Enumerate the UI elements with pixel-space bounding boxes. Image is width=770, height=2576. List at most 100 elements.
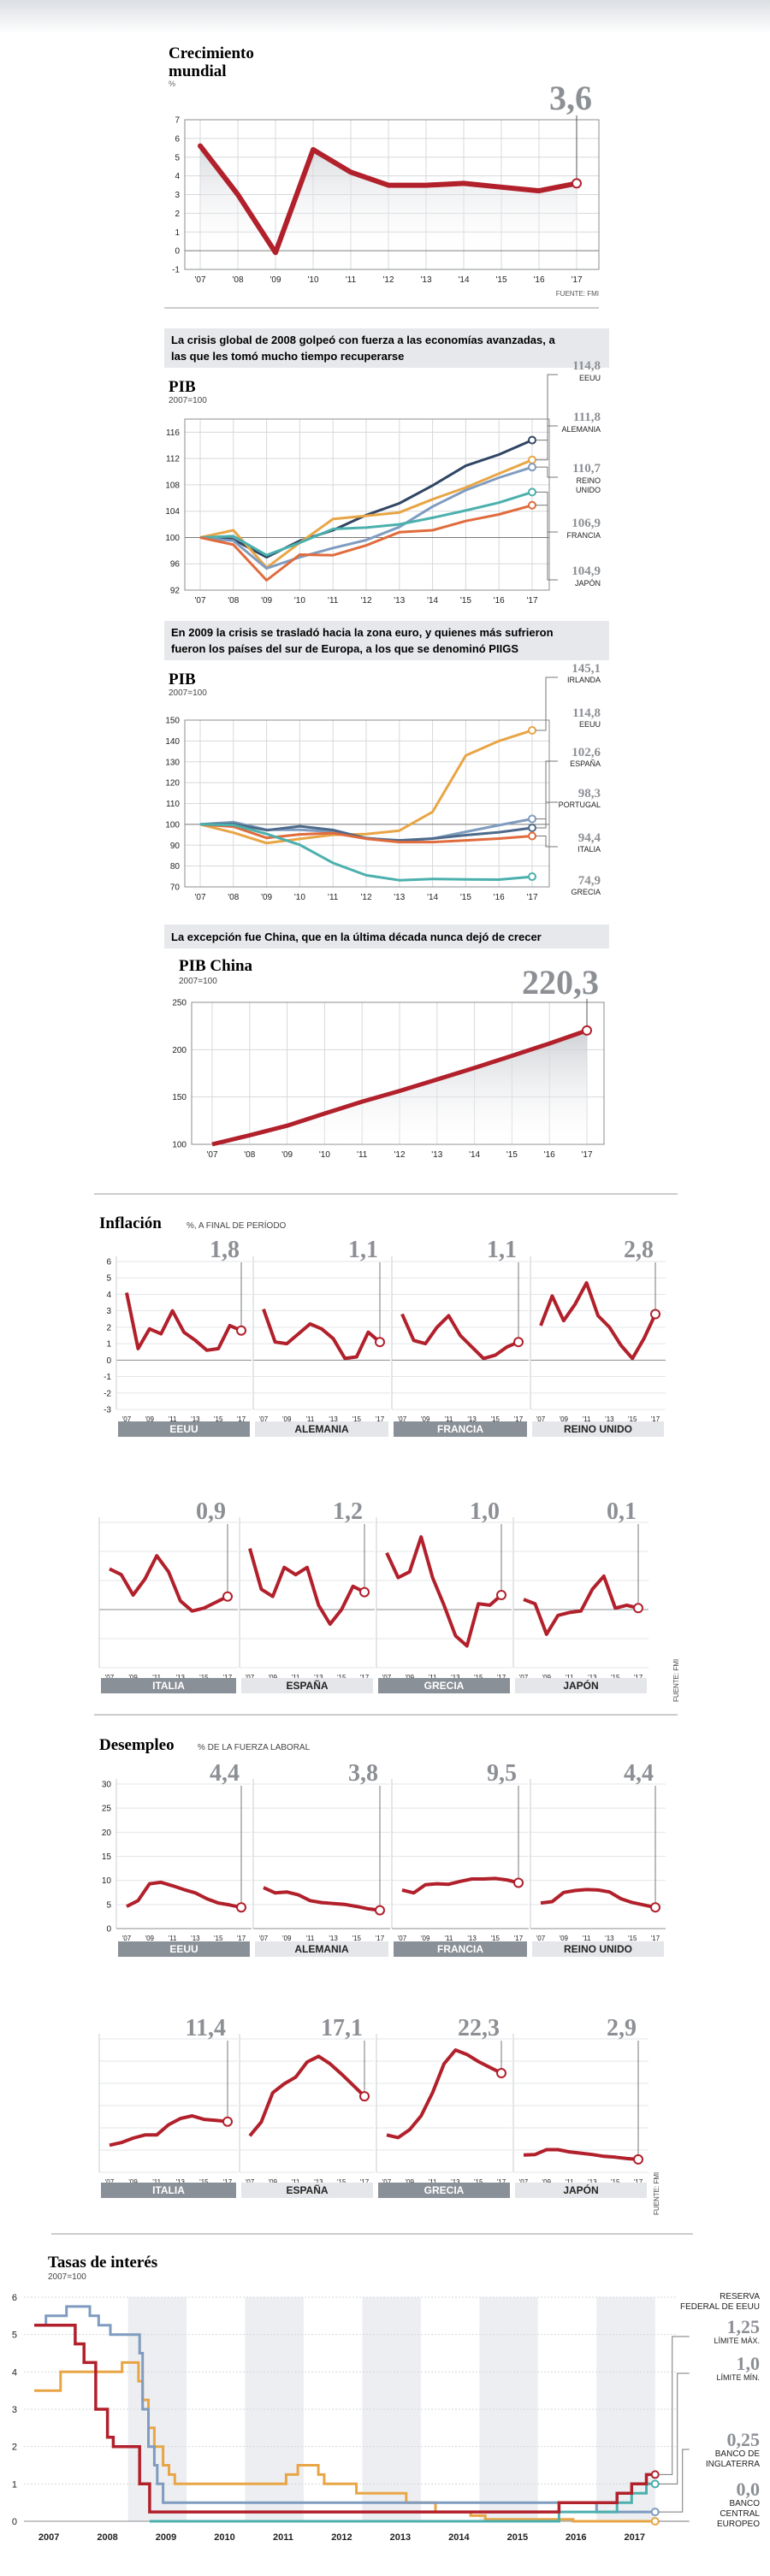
x-tick-label: '13 (451, 1674, 460, 1681)
panel-alemania: 3,8 '07 '09 '11 '13 '15 '17 ALEMANIA (252, 1760, 390, 1957)
pib-adv-banner-line2: las que les tomó mucho tiempo recuperars… (171, 350, 404, 363)
y-tick-label: 2 (12, 2443, 17, 2453)
panel-line (248, 1548, 365, 1626)
growth-line (198, 143, 579, 256)
panel-eeuu: 1,8 '07 '09 '11 '13 '15 '17 EEUU (116, 1237, 252, 1437)
panel-line (263, 1886, 381, 1912)
x-tick-label: '11 (357, 1150, 368, 1160)
x-tick-label: '15 (495, 275, 506, 285)
rates-sub-label: LÍMITE MÍN. (716, 2373, 760, 2382)
x-tick-label: '08 (228, 596, 239, 606)
pib-adv-banner-line1: La crisis global de 2008 golpeó con fuer… (171, 334, 555, 346)
end-value-label: 106,9 (572, 517, 601, 530)
x-tick-label: '07 (398, 1415, 407, 1423)
country-band (378, 1678, 510, 1693)
series-end-point (528, 463, 536, 472)
inflation-subtitle: %, A FINAL DE PERÍODO (187, 1220, 287, 1231)
x-tick-label: '13 (329, 1935, 338, 1942)
panel-alemania: 1,1 '07 '09 '11 '13 '15 '17 ALEMANIA (252, 1237, 390, 1437)
pib-eu-banner-line1: En 2009 la crisis se trasladó hacia la z… (171, 626, 554, 639)
end-value-label: 111,8 (573, 411, 601, 424)
x-tick-label: '15 (199, 1674, 209, 1681)
rates-name-label: FEDERAL DE EEUU (680, 2302, 760, 2312)
end-point (633, 1603, 643, 1614)
x-tick-label: '17 (651, 1935, 660, 1942)
x-tick-label: '07 (536, 1935, 546, 1942)
x-tick-label: '15 (491, 1415, 500, 1423)
pib-adv-title: PIB (169, 378, 196, 396)
x-tick-label: '17 (376, 1935, 385, 1942)
y-tick-label: 4 (12, 2367, 17, 2378)
country-label: ALEMANIA (294, 1943, 349, 1955)
x-tick-label: '07 (398, 1935, 407, 1942)
end-value-label: 74,9 (578, 874, 601, 888)
country-label: JAPÓN (563, 1679, 598, 1692)
label-leader (658, 2336, 690, 2475)
end-name-label: IRLANDA (567, 676, 601, 684)
inflation-title: Inflación (99, 1214, 162, 1232)
x-tick-label: '07 (206, 1150, 217, 1160)
x-tick-label: 2014 (448, 2532, 470, 2543)
top-gradient (0, 0, 770, 34)
end-name-label: EEUU (579, 720, 601, 729)
x-tick-label: '07 (105, 1674, 115, 1681)
year-shade (479, 2297, 538, 2521)
y-tick-label: 2 (175, 210, 180, 219)
y-tick-label: 0 (175, 247, 180, 257)
x-tick-label: '09 (282, 1415, 292, 1423)
end-name-label: FRANCIA (566, 531, 601, 540)
series-end-point (528, 435, 536, 445)
x-tick-label: 2008 (97, 2532, 117, 2543)
rates-subtitle: 2007=100 (48, 2272, 86, 2282)
x-tick-label: '13 (605, 1935, 614, 1942)
country-label: ALEMANIA (294, 1423, 349, 1435)
y-tick-label: -2 (104, 1389, 111, 1398)
x-tick-label: '09 (269, 1674, 278, 1681)
panel-italia: 0,9 '07 '09 '11 '13 '15 '17 ITALIA (98, 1498, 238, 1693)
country-band (532, 1421, 664, 1437)
x-tick-label: '11 (328, 893, 339, 902)
x-tick-label: '07 (122, 1935, 132, 1942)
y-tick-label: 108 (165, 481, 180, 490)
x-tick-label: '11 (328, 596, 339, 606)
x-tick-label: '15 (352, 1935, 362, 1942)
panel-value-label: 1,1 (487, 1237, 517, 1263)
x-tick-label: '17 (497, 1674, 506, 1681)
x-tick-label: '08 (228, 893, 239, 902)
panel-value-label: 3,8 (348, 1760, 378, 1787)
country-label: REINO UNIDO (564, 1943, 632, 1955)
end-point (572, 178, 582, 189)
y-tick-label: 70 (170, 883, 181, 893)
panel-grecia: 1,0 '07 '09 '11 '13 '15 '17 GRECIA (376, 1498, 512, 1693)
panel-japón: 0,1 '07 '09 '11 '13 '15 '17 JAPÓN (512, 1498, 649, 1693)
country-band (378, 2183, 510, 2198)
y-tick-label: 20 (102, 1829, 112, 1838)
china-banner: La excepción fue China, que en la última… (171, 931, 542, 943)
rates-name-label: CENTRAL (720, 2509, 760, 2519)
x-tick-label: 2012 (331, 2532, 352, 2543)
x-tick-label: '13 (467, 1415, 477, 1423)
x-tick-label: '11 (346, 275, 357, 285)
end-point (222, 1591, 233, 1602)
label-leader (536, 425, 558, 461)
y-tick-label: 80 (170, 862, 181, 871)
x-tick-label: '15 (199, 2178, 209, 2186)
china-title: PIB China (179, 957, 253, 975)
china-chart: '07 '08 '09 '10 '11 '12 '13 '14 '15 '16 '17 100 150 2… (172, 999, 605, 1160)
x-tick-label: '17 (237, 1935, 246, 1942)
country-band (241, 1678, 373, 1693)
y-tick-label: 96 (170, 560, 181, 570)
x-tick-label: '13 (394, 893, 405, 902)
x-tick-label: '17 (360, 1674, 370, 1681)
end-value-label: 102,6 (572, 746, 601, 759)
panel-japón: 2,9 '07 '09 '11 '13 '15 '17 JAPÓN (512, 2015, 649, 2198)
x-tick-label: '10 (294, 596, 305, 606)
rates-value-label: 0,25 (727, 2429, 761, 2450)
country-label: GRECIA (424, 1680, 465, 1692)
plot-frame (184, 119, 600, 270)
end-name-label: GRECIA (571, 888, 601, 896)
x-tick-label: '15 (337, 2178, 346, 2186)
x-tick-label: '07 (259, 1935, 269, 1942)
x-tick-label: '11 (292, 1674, 300, 1681)
end-point (222, 2116, 233, 2127)
